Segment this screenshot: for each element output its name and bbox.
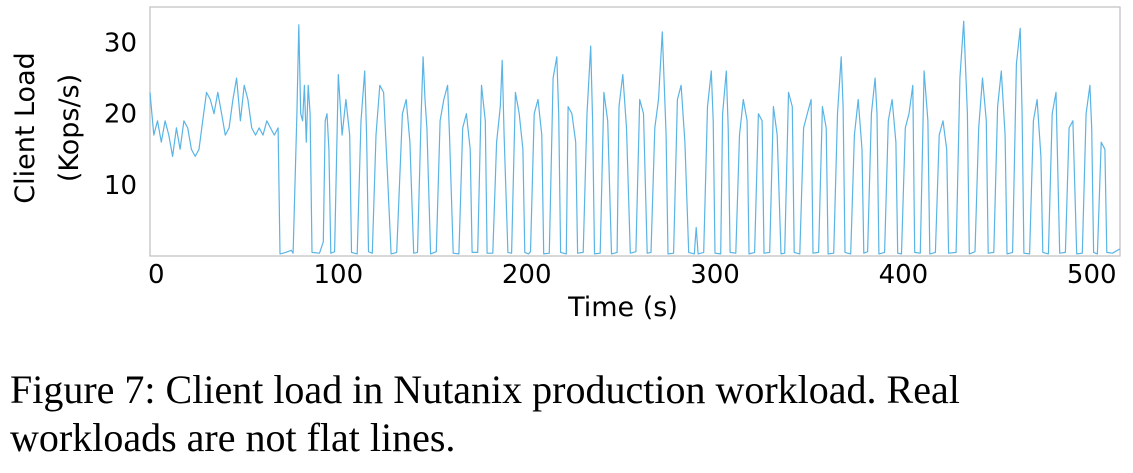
figure-caption: Figure 7: Client load in Nutanix product…	[10, 367, 960, 460]
x-tick-label: 100	[314, 260, 364, 290]
x-tick-label: 400	[879, 260, 929, 290]
x-tick-label: 300	[690, 260, 740, 290]
x-tick-label: 500	[1067, 260, 1117, 290]
x-axis-title: Time (s)	[567, 292, 678, 323]
y-axis-title-line-1: Client Load	[10, 52, 41, 204]
y-tick-label: 30	[104, 29, 137, 59]
x-tick-labels: 0 100 200 300 400 500	[148, 260, 1117, 290]
y-tick-label: 20	[104, 100, 137, 130]
x-tick-label: 0	[148, 260, 165, 290]
line-chart: 0 100 200 300 400 500 10 20 30 Time (s) Client …	[10, 6, 1121, 323]
y-tick-labels: 10 20 30	[104, 29, 137, 201]
y-axis-title-line-2: (Kops/s)	[54, 74, 85, 182]
y-tick-label: 10	[104, 171, 137, 201]
series-layer	[149, 20, 1121, 255]
series-line	[149, 20, 1121, 255]
plot-frame	[149, 6, 1121, 257]
x-tick-label: 200	[502, 260, 552, 290]
